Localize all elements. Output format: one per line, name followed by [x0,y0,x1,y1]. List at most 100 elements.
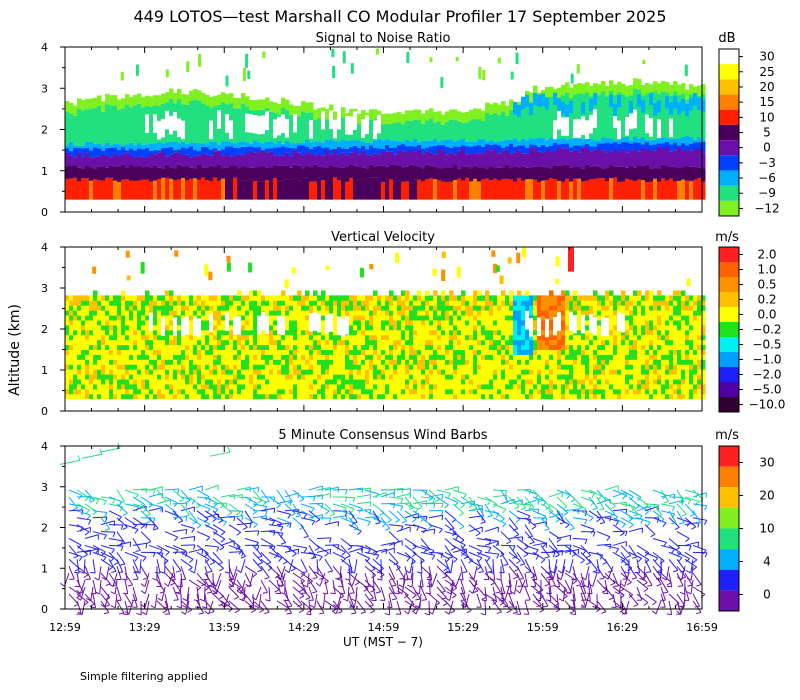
snr-cell [65,148,70,153]
vv-cell [393,324,398,331]
vv-cell [557,344,562,350]
vv-cell [105,374,110,380]
vv-cell [653,310,658,316]
snr-cell [673,80,678,92]
vv-cell [169,334,174,341]
snr-cell [697,147,702,168]
snr-cell [269,148,274,152]
snr-cell [313,155,318,165]
vv-cell [253,329,258,336]
vv-cell [201,324,206,331]
snr-cell [497,180,502,200]
snr-cell [181,177,186,200]
vv-cell [441,300,446,306]
snr-unit-label: dB [718,31,735,46]
snr-cell [285,166,290,180]
snr-cell [529,167,534,180]
vv-cell [193,339,198,346]
vv-cell [201,295,206,301]
vv-cell [173,310,178,316]
vv-cell [301,364,306,370]
snr-cell [353,140,358,146]
vv-cell [397,300,402,306]
wind-barb [134,529,139,534]
snr-cell [497,153,502,168]
vv-cell [629,364,634,370]
vv-cell [593,364,598,370]
vv-cell [653,379,658,385]
snr-cell [77,145,82,149]
vv-cell [589,388,594,395]
vv-cell [317,354,322,360]
vv-cell [645,339,650,346]
vv-cell [553,369,558,375]
vv-cell [601,383,606,390]
vv-cell [257,290,262,296]
snr-cell [617,120,622,140]
vv-cell [225,305,230,311]
vv-cell [209,334,214,341]
vv-cell [297,290,302,296]
vv-cell [289,339,294,346]
vv-cell [109,369,114,375]
vv-cell [645,300,650,306]
snr-cell [669,95,674,140]
snr-cell [629,140,634,144]
snr-cell [673,150,678,168]
vv-cell [337,354,342,360]
wind-barb [124,610,130,615]
vv-cell [201,305,206,311]
snr-cell [269,141,274,149]
vv-cell [141,300,146,306]
vv-cell [533,364,538,370]
vv-cell [477,324,482,331]
vv-cell [573,393,578,400]
vv-cell [437,324,442,331]
wind-barb [79,570,85,574]
snr-cell [401,141,406,145]
vv-cell [669,305,674,311]
snr-cell [93,147,98,157]
snr-cell [565,148,570,165]
snr-cell [501,111,506,141]
snr-cell [69,165,74,179]
vv-cell [285,339,290,346]
snr-cell [621,148,626,167]
snr-cell [101,150,106,155]
vv-cell [193,300,198,306]
vv-cell [685,305,690,311]
snr-cell [521,96,526,110]
vv-cell [69,349,74,355]
vv-cell [649,364,654,370]
snr-cell [101,166,106,181]
snr-cell [301,155,306,169]
snr-cell [393,181,398,200]
vv-cell [653,295,658,301]
vv-cell [657,364,662,370]
vv-cell [249,374,254,380]
vv-cell [397,374,402,380]
snr-cell [257,166,262,182]
snr-cell [133,105,138,146]
vv-cell [593,354,598,360]
snr-cell [597,148,602,167]
vv-cell [213,383,218,390]
vv-cell [317,300,322,306]
wind-barb [154,593,158,608]
snr-cell [157,167,162,180]
vv-cell [281,383,286,390]
vv-cell [289,369,294,375]
vv-cell [677,344,682,350]
vv-cell [661,383,666,390]
vv-cell [609,315,614,321]
vv-cell [297,388,302,395]
snr-cell [289,167,294,180]
snr-cell [697,97,702,111]
vv-cell [137,374,142,380]
vv-cell [461,310,466,316]
vv-cell [377,388,382,395]
vv-cell [189,324,194,331]
vv-cell [621,295,626,301]
vv-cell [289,310,294,316]
vv-cell [669,315,674,321]
